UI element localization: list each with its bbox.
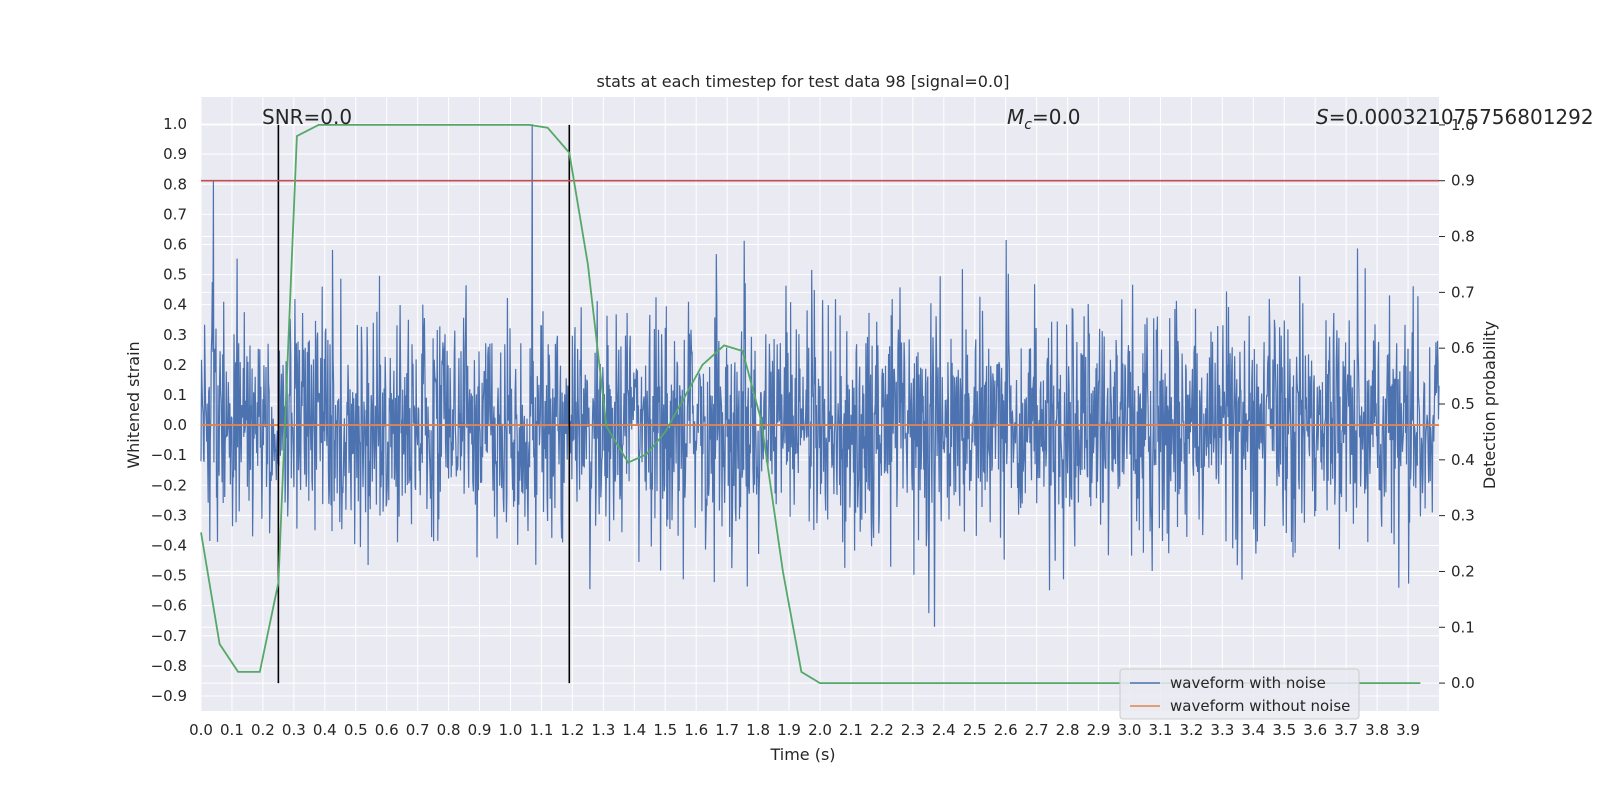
x-tick-label: 0.4 xyxy=(313,721,337,739)
y-tick-label: 0.0 xyxy=(163,416,187,434)
x-tick-label: 2.8 xyxy=(1056,721,1080,739)
x-tick-label: 2.2 xyxy=(870,721,894,739)
x-tick-label: 2.7 xyxy=(1025,721,1049,739)
x-tick-label: 0.1 xyxy=(220,721,244,739)
y-tick-label: 0.5 xyxy=(163,266,187,284)
y2-tick-label: 0.3 xyxy=(1451,507,1475,525)
legend-box xyxy=(1119,668,1360,720)
x-tick-label: 2.9 xyxy=(1087,721,1111,739)
y2-tick-label: 1.0 xyxy=(1451,116,1475,134)
y-tick-label: −0.2 xyxy=(151,476,187,494)
y2-tick-label: 0.9 xyxy=(1451,172,1475,190)
y-tick-label: 0.1 xyxy=(163,386,187,404)
y-tick-label: 0.7 xyxy=(163,205,187,223)
x-tick-label: 2.3 xyxy=(901,721,925,739)
s-symbol: S xyxy=(1316,105,1329,129)
x-tick-label: 1.3 xyxy=(591,721,615,739)
s-value: =0.000321075756801292 xyxy=(1329,105,1594,129)
x-tick-label: 3.5 xyxy=(1272,721,1296,739)
x-tick-label: 3.9 xyxy=(1396,721,1420,739)
x-tick-label: 3.0 xyxy=(1118,721,1142,739)
chirp-mass-annotation: Mc=0.0 xyxy=(1007,105,1081,133)
noise-waveform-line xyxy=(200,124,1440,627)
y2-tick-label: 0.4 xyxy=(1451,451,1475,469)
y-tick-label: 0.2 xyxy=(163,356,187,374)
x-tick-label: 2.4 xyxy=(932,721,956,739)
y-tick-label: −0.7 xyxy=(151,627,187,645)
legend: waveform with noise waveform without noi… xyxy=(1119,668,1360,720)
probability-line xyxy=(200,124,1421,684)
x-tick-label: 0.8 xyxy=(437,721,461,739)
x-tick-label: 1.0 xyxy=(499,721,523,739)
x-axis-label: Time (s) xyxy=(769,745,835,764)
x-tick-label: 1.6 xyxy=(684,721,708,739)
x-tick-label: 0.9 xyxy=(468,721,492,739)
x-tick-label: 2.1 xyxy=(839,721,863,739)
x-tick-label: 1.1 xyxy=(530,721,554,739)
y-tick-label: 0.9 xyxy=(163,145,187,163)
series-detection-probability xyxy=(200,124,1421,684)
x-tick-label: 1.4 xyxy=(622,721,646,739)
x-tick-label: 1.8 xyxy=(746,721,770,739)
x-tick-label: 3.2 xyxy=(1179,721,1203,739)
y-axis-label: Whitened strain xyxy=(124,341,143,468)
y2-tick-label: 0.8 xyxy=(1451,228,1475,246)
x-tick-label: 2.5 xyxy=(963,721,987,739)
x-tick-label: 3.1 xyxy=(1149,721,1173,739)
vertical-markers xyxy=(277,124,571,684)
s-annotation: S=0.000321075756801292 xyxy=(1316,105,1594,129)
x-tick-label: 0.6 xyxy=(375,721,399,739)
x-tick-label: 3.8 xyxy=(1365,721,1389,739)
y-tick-label: 0.8 xyxy=(163,175,187,193)
y-tick-label: 1.0 xyxy=(163,115,187,133)
y-tick-label: −0.9 xyxy=(151,687,187,705)
x-tick-label: 0.2 xyxy=(251,721,275,739)
x-tick-label: 0.7 xyxy=(406,721,430,739)
y-tick-label: −0.8 xyxy=(151,657,187,675)
x-tick-label: 1.2 xyxy=(560,721,584,739)
y-tick-label: −0.5 xyxy=(151,567,187,585)
y2-tick-label: 0.2 xyxy=(1451,562,1475,580)
legend-label-noise: waveform with noise xyxy=(1170,674,1326,692)
y-tick-label: 0.4 xyxy=(163,296,187,314)
y2-tick-label: 0.5 xyxy=(1451,395,1475,413)
series-waveform-with-noise xyxy=(200,124,1440,627)
y-tick-label: 0.3 xyxy=(163,326,187,344)
x-tick-label: 2.6 xyxy=(994,721,1018,739)
chirp-mass-subscript: c xyxy=(1024,117,1032,133)
x-axis-ticks: 0.0 0.1 0.2 0.3 0.4 0.5 0.6 0.7 0.8 0.9 1.0 1.1 1.2 1… xyxy=(189,721,1420,739)
x-tick-label: 3.7 xyxy=(1334,721,1358,739)
y2-axis-label: Detection probability xyxy=(1480,321,1499,489)
x-tick-label: 1.9 xyxy=(777,721,801,739)
x-tick-label: 3.4 xyxy=(1241,721,1265,739)
legend-label-clean: waveform without noise xyxy=(1170,697,1350,715)
y-tick-label: −0.6 xyxy=(151,597,187,615)
x-tick-label: 0.0 xyxy=(189,721,213,739)
y2-tick-label: 0.1 xyxy=(1451,618,1475,636)
y-tick-label: 0.6 xyxy=(163,235,187,253)
snr-annotation: SNR=0.0 xyxy=(262,105,352,129)
chart-title: stats at each timestep for test data 98 … xyxy=(597,72,1010,91)
x-tick-label: 3.3 xyxy=(1210,721,1234,739)
y2-tick-label: 0.0 xyxy=(1451,674,1475,692)
chirp-mass-value: =0.0 xyxy=(1032,105,1081,129)
x-tick-label: 1.7 xyxy=(715,721,739,739)
x-tick-label: 3.6 xyxy=(1303,721,1327,739)
x-tick-label: 0.5 xyxy=(344,721,368,739)
x-tick-label: 1.5 xyxy=(653,721,677,739)
y2-tick-label: 0.6 xyxy=(1451,339,1475,357)
y-tick-label: −0.3 xyxy=(151,506,187,524)
x-tick-label: 0.3 xyxy=(282,721,306,739)
x-tick-label: 2.0 xyxy=(808,721,832,739)
chirp-mass-symbol: M xyxy=(1007,105,1024,129)
y2-tick-label: 0.7 xyxy=(1451,283,1475,301)
y2-axis-ticks: 1.0 0.9 0.8 0.7 0.6 0.5 0.4 0.3 0.2 0.1 0.0 xyxy=(1439,116,1475,692)
y-tick-label: −0.1 xyxy=(151,446,187,464)
y-axis-ticks: 1.0 0.9 0.8 0.7 0.6 0.5 0.4 0.3 0.2 0.1 0.0 −0.1 −0.… xyxy=(151,115,187,705)
y-tick-label: −0.4 xyxy=(151,536,187,554)
